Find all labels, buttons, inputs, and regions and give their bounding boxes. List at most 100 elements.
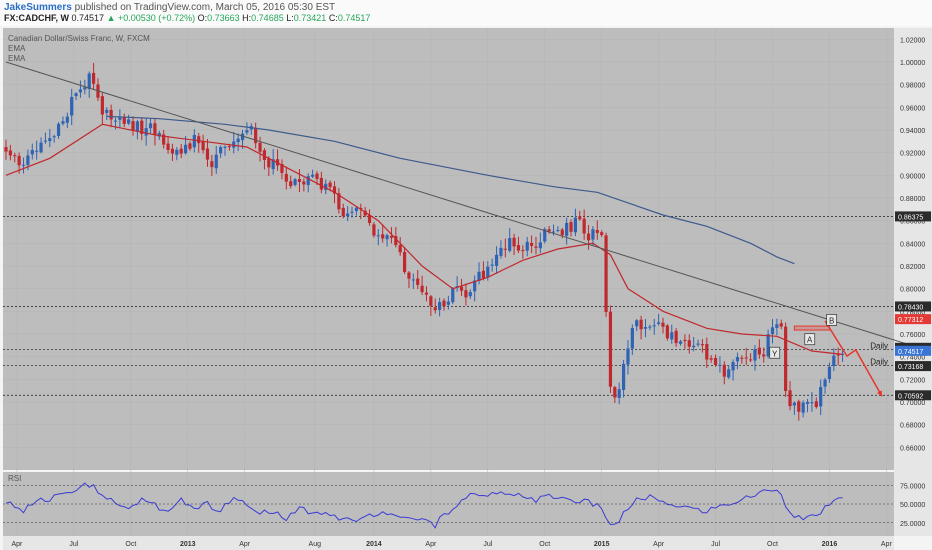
candle-body[interactable] xyxy=(289,181,293,187)
candle-body[interactable] xyxy=(573,217,577,233)
projection-arrow[interactable] xyxy=(824,320,883,397)
candle-body[interactable] xyxy=(52,136,56,138)
candle-body[interactable] xyxy=(692,345,696,348)
candle-body[interactable] xyxy=(477,271,481,281)
price-tag[interactable] xyxy=(895,345,931,356)
candle-body[interactable] xyxy=(376,235,380,237)
candle-body[interactable] xyxy=(26,155,30,165)
candle-body[interactable] xyxy=(442,300,446,307)
candle-body[interactable] xyxy=(4,147,8,152)
candle-body[interactable] xyxy=(757,347,761,355)
candle-body[interactable] xyxy=(324,183,328,190)
wave-marker[interactable] xyxy=(804,333,816,346)
candle-body[interactable] xyxy=(433,307,437,311)
candle-body[interactable] xyxy=(665,325,669,339)
candle-body[interactable] xyxy=(254,127,258,144)
candle-body[interactable] xyxy=(464,290,468,298)
candle-body[interactable] xyxy=(661,322,665,327)
candle-body[interactable] xyxy=(83,87,87,90)
candle-body[interactable] xyxy=(258,142,262,152)
candle-body[interactable] xyxy=(39,142,43,153)
candle-body[interactable] xyxy=(359,207,363,210)
candle-body[interactable] xyxy=(70,96,74,116)
candle-body[interactable] xyxy=(162,134,166,145)
candle-body[interactable] xyxy=(65,116,69,123)
candle-body[interactable] xyxy=(219,147,223,154)
candle-body[interactable] xyxy=(709,358,713,360)
candle-body[interactable] xyxy=(805,401,810,404)
candle-body[interactable] xyxy=(508,238,512,251)
candle-body[interactable] xyxy=(148,123,153,129)
candle-body[interactable] xyxy=(293,179,297,185)
candle-body[interactable] xyxy=(617,389,621,398)
candle-body[interactable] xyxy=(652,325,656,327)
candle-body[interactable] xyxy=(232,141,236,148)
candle-body[interactable] xyxy=(398,245,402,253)
main-pane[interactable] xyxy=(3,28,894,470)
candle-body[interactable] xyxy=(30,150,34,155)
candle-body[interactable] xyxy=(468,292,472,297)
candle-body[interactable] xyxy=(525,241,529,251)
candle-body[interactable] xyxy=(770,327,775,335)
candle-body[interactable] xyxy=(153,123,157,136)
candle-body[interactable] xyxy=(354,207,358,212)
candle-body[interactable] xyxy=(705,343,709,360)
candle-body[interactable] xyxy=(337,193,341,210)
price-axis[interactable] xyxy=(894,28,932,536)
candle-body[interactable] xyxy=(214,154,218,169)
trendline[interactable] xyxy=(5,61,926,351)
candle-body[interactable] xyxy=(486,266,490,278)
candle-body[interactable] xyxy=(753,349,757,361)
candle-body[interactable] xyxy=(801,402,805,413)
candle-body[interactable] xyxy=(490,264,494,266)
candle-body[interactable] xyxy=(451,288,455,303)
candle-body[interactable] xyxy=(635,320,639,327)
candle-body[interactable] xyxy=(792,402,796,406)
candle-body[interactable] xyxy=(446,301,450,305)
candle-body[interactable] xyxy=(639,319,643,330)
candle-body[interactable] xyxy=(332,186,337,194)
candle-body[interactable] xyxy=(775,324,779,328)
candle-body[interactable] xyxy=(429,296,433,306)
candle-body[interactable] xyxy=(140,120,144,134)
candle-body[interactable] xyxy=(591,229,595,240)
candle-body[interactable] xyxy=(267,158,271,168)
candle-body[interactable] xyxy=(188,143,192,149)
candle-body[interactable] xyxy=(827,366,832,379)
candle-body[interactable] xyxy=(727,369,731,378)
candle-body[interactable] xyxy=(341,207,345,217)
candle-body[interactable] xyxy=(170,148,175,154)
candle-body[interactable] xyxy=(192,134,196,148)
candle-body[interactable] xyxy=(227,146,231,148)
candle-body[interactable] xyxy=(657,322,661,324)
candle-body[interactable] xyxy=(819,387,823,407)
candle-body[interactable] xyxy=(551,231,556,233)
candle-body[interactable] xyxy=(306,176,310,186)
candle-body[interactable] xyxy=(556,230,560,232)
candle-body[interactable] xyxy=(740,357,744,359)
price-tag[interactable] xyxy=(895,301,931,312)
candle-body[interactable] xyxy=(118,116,122,120)
candle-body[interactable] xyxy=(547,229,551,232)
candle-body[interactable] xyxy=(578,216,582,220)
candle-body[interactable] xyxy=(696,343,700,345)
candle-body[interactable] xyxy=(604,235,608,312)
candle-body[interactable] xyxy=(240,133,245,141)
candle-body[interactable] xyxy=(569,222,573,232)
candle-body[interactable] xyxy=(223,146,227,148)
candle-body[interactable] xyxy=(78,89,83,93)
candle-body[interactable] xyxy=(56,123,61,136)
candle-body[interactable] xyxy=(586,233,591,241)
candle-body[interactable] xyxy=(284,173,288,182)
candle-body[interactable] xyxy=(670,332,674,340)
candle-body[interactable] xyxy=(648,326,652,328)
candle-body[interactable] xyxy=(175,149,179,155)
candle-body[interactable] xyxy=(389,236,394,238)
candle-body[interactable] xyxy=(346,213,350,217)
candle-body[interactable] xyxy=(48,138,52,142)
candle-body[interactable] xyxy=(678,341,683,344)
candle-body[interactable] xyxy=(565,222,569,236)
candle-body[interactable] xyxy=(236,138,240,143)
candle-body[interactable] xyxy=(512,237,516,247)
wave-marker[interactable] xyxy=(769,346,781,359)
